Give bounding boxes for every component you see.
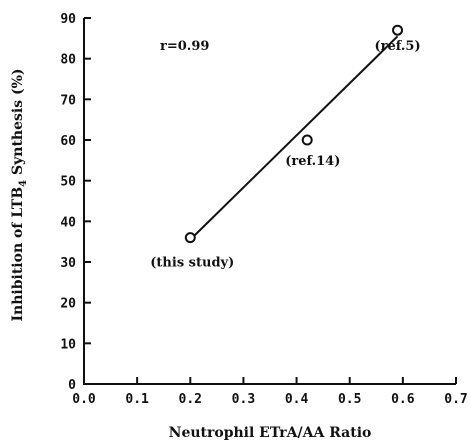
x-tick-label: 0.5 [338, 392, 361, 407]
point-label: (ref.5) [374, 39, 420, 54]
y-axis-label-main: Inhibition of LTB [10, 187, 26, 322]
x-tick-label: 0.4 [285, 392, 309, 407]
x-axis-label: Neutrophil ETrA/AA Ratio [169, 425, 372, 441]
x-tick-label: 0.2 [179, 392, 202, 407]
y-axis-ticks: 0 10 20 30 40 50 60 70 80 90 [60, 12, 91, 393]
data-point [301, 134, 313, 146]
correlation-annotation: r=0.99 [160, 39, 209, 54]
y-tick-label: 90 [60, 12, 76, 27]
data-point [184, 232, 196, 244]
data-points [184, 24, 404, 244]
y-axis-label-subscript: 4 [18, 180, 29, 187]
point-labels: (this study) (ref.14) (ref.5) [150, 39, 420, 270]
x-tick-label: 0.1 [125, 392, 149, 407]
y-axis-label: Inhibition of LTB4 Synthesis (%) [10, 68, 29, 321]
y-tick-label: 50 [60, 175, 76, 190]
y-tick-label: 30 [60, 256, 76, 271]
y-tick-label: 70 [60, 93, 76, 108]
x-tick-label: 0.6 [391, 392, 415, 407]
y-tick-label: 40 [60, 215, 76, 230]
y-tick-label: 0 [68, 378, 76, 393]
point-label: (ref.14) [285, 154, 340, 169]
axes [83, 18, 456, 385]
data-point [392, 24, 404, 36]
x-tick-label: 0.0 [72, 392, 96, 407]
point-label: (this study) [150, 256, 234, 271]
y-axis-label-suffix: Synthesis (%) [10, 68, 26, 179]
y-tick-label: 20 [60, 297, 76, 312]
y-tick-label: 80 [60, 53, 76, 68]
regression-line [189, 35, 399, 241]
x-tick-label: 0.7 [444, 392, 467, 407]
y-tick-label: 10 [60, 337, 76, 352]
x-tick-label: 0.3 [232, 392, 255, 407]
y-tick-label: 60 [60, 134, 76, 149]
x-axis-ticks: 0.0 0.1 0.2 0.3 0.4 0.5 0.6 0.7 [72, 377, 468, 407]
